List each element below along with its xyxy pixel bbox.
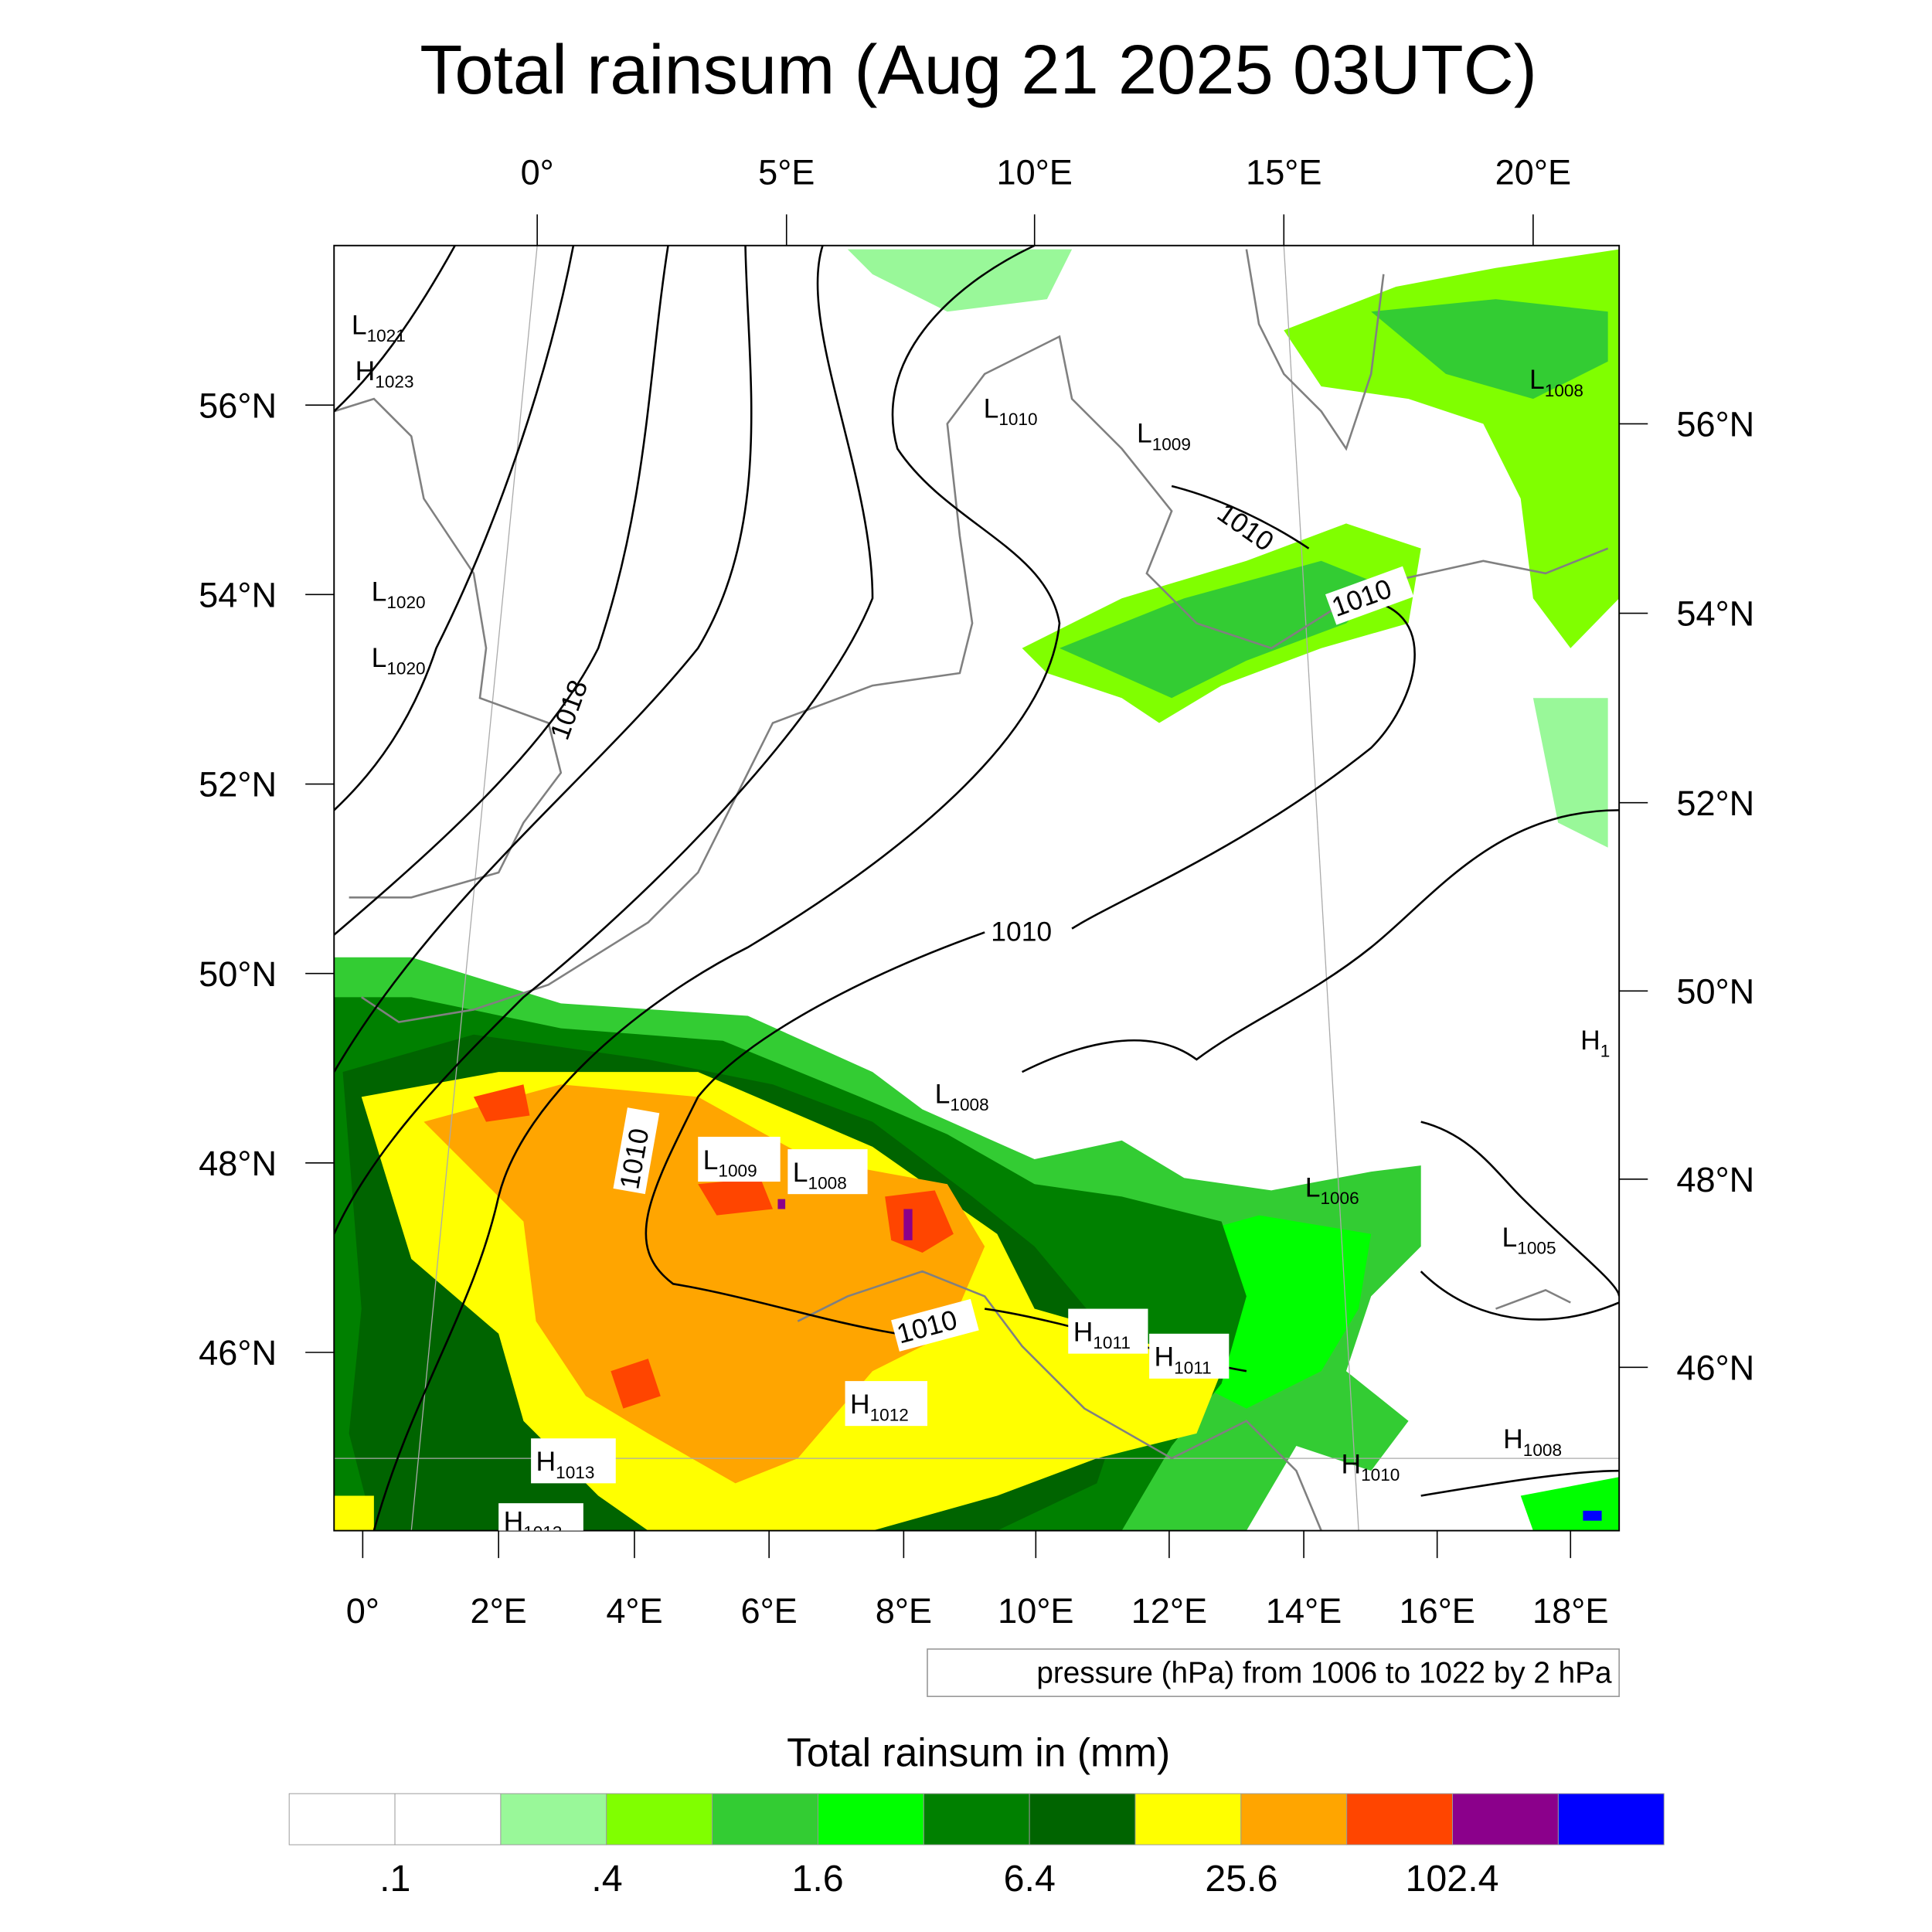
colorbar-label: 1.6 xyxy=(791,1858,843,1900)
pressure-center: L1020 xyxy=(372,576,426,612)
pressure-center: L1021 xyxy=(352,309,406,345)
bottom-lon-tick: 18°E xyxy=(1532,1591,1608,1631)
isobars xyxy=(334,245,1620,1531)
pressure-center: H1010 xyxy=(1341,1448,1400,1485)
colorbar-label: .4 xyxy=(591,1858,622,1900)
colorbar-box xyxy=(394,1793,502,1845)
colorbar-label: 102.4 xyxy=(1406,1858,1499,1900)
pressure-center: L1010 xyxy=(984,393,1038,429)
pressure-centers: L1021 H1023 L1020 L1020 L1010 L1009 L100… xyxy=(352,309,1611,1543)
bottom-lon-tick: 12°E xyxy=(1131,1591,1207,1631)
top-lon-tick: 15°E xyxy=(1246,153,1321,192)
colorbar-label: 6.4 xyxy=(1004,1858,1056,1900)
colorbar-box xyxy=(712,1793,818,1845)
pressure-center: L1006 xyxy=(1305,1172,1359,1208)
top-lon-tick: 0° xyxy=(521,153,554,192)
contour-label: 1010 xyxy=(991,917,1052,947)
pressure-center: H1013 xyxy=(536,1446,595,1482)
bottom-lon-tick: 16°E xyxy=(1399,1591,1475,1631)
left-lat-tick: 54°N xyxy=(199,575,277,614)
left-lat-tick: 46°N xyxy=(199,1333,277,1372)
map-frame xyxy=(333,244,1621,1532)
left-lat-tick: 52°N xyxy=(199,765,277,804)
colorbar-box xyxy=(288,1793,396,1845)
left-lat-tick: 50°N xyxy=(199,954,277,994)
pressure-center: L1009 xyxy=(1137,418,1191,454)
pressure-center: H1023 xyxy=(355,355,414,392)
pressure-center: L1020 xyxy=(372,642,426,679)
rain-ne-corner-inner xyxy=(1371,299,1608,400)
colorbar-label: 25.6 xyxy=(1205,1858,1277,1900)
bottom-lon-tick: 14°E xyxy=(1266,1591,1342,1631)
bottom-lon-tick: 10°E xyxy=(998,1591,1073,1631)
rain-ne-band-inner xyxy=(1059,560,1384,699)
pressure-center: H1011 xyxy=(1155,1342,1212,1378)
right-lat-axis: 56°N 54°N 52°N 50°N 48°N 46°N xyxy=(1619,405,1754,1387)
map-title: Total rainsum (Aug 21 2025 03UTC) xyxy=(420,31,1537,109)
contour-info: pressure (hPa) from 1006 to 1022 by 2 hP… xyxy=(1036,1656,1612,1689)
left-lat-tick: 48°N xyxy=(199,1144,277,1183)
contour-label: 1010 xyxy=(1212,497,1280,557)
colorbar-box xyxy=(1029,1793,1136,1845)
bottom-lon-tick: 8°E xyxy=(876,1591,932,1631)
pressure-center: H1 xyxy=(1580,1025,1610,1061)
right-lat-tick: 50°N xyxy=(1676,971,1754,1011)
map-panel xyxy=(333,244,1621,1532)
pressure-center: L1008 xyxy=(1529,364,1583,400)
rain-se-green xyxy=(1520,1477,1620,1531)
pressure-center: H1013 xyxy=(504,1506,563,1543)
top-lon-tick: 20°E xyxy=(1495,153,1571,192)
pressure-center: L1008 xyxy=(935,1078,989,1114)
right-lat-tick: 54°N xyxy=(1676,594,1754,634)
pressure-center: H1012 xyxy=(850,1389,909,1425)
right-lat-tick: 52°N xyxy=(1676,784,1754,823)
colorbar-box xyxy=(1240,1793,1348,1845)
pressure-center: H1008 xyxy=(1503,1423,1562,1460)
colorbar-box xyxy=(923,1793,1030,1845)
coastlines xyxy=(334,249,1609,1531)
pressure-center: L1005 xyxy=(1502,1222,1556,1258)
colorbar-box xyxy=(1346,1793,1454,1845)
bottom-lon-tick: 4°E xyxy=(606,1591,662,1631)
colorbar-box xyxy=(500,1793,607,1845)
right-lat-tick: 46°N xyxy=(1676,1348,1754,1387)
rain-sw-yellow xyxy=(334,1495,374,1531)
left-lat-tick: 56°N xyxy=(199,386,277,425)
pressure-center: H1011 xyxy=(1073,1316,1131,1352)
bottom-lon-axis: 0° 2°E 4°E 6°E 8°E 10°E 12°E 14°E 16°E 1… xyxy=(346,1530,1608,1631)
right-lat-tick: 56°N xyxy=(1676,405,1754,444)
bottom-lon-tick: 6°E xyxy=(741,1591,798,1631)
colorbar-box xyxy=(1557,1793,1665,1845)
top-lon-tick: 10°E xyxy=(997,153,1073,192)
bottom-lon-tick: 2°E xyxy=(471,1591,527,1631)
pressure-center: L1009 xyxy=(703,1145,757,1181)
rain-se-blue xyxy=(1583,1510,1602,1521)
left-lat-axis: 56°N 54°N 52°N 50°N 48°N 46°N xyxy=(199,386,335,1372)
top-lon-tick: 5°E xyxy=(758,153,815,192)
contour-label: 1018 xyxy=(544,676,594,744)
colorbar-box xyxy=(817,1793,924,1845)
pressure-center: L1008 xyxy=(793,1157,847,1193)
right-lat-tick: 48°N xyxy=(1676,1160,1754,1199)
colorbar-label: .1 xyxy=(379,1858,410,1900)
colorbar-box xyxy=(606,1793,713,1845)
colorbar-box xyxy=(1134,1793,1242,1845)
bottom-lon-tick: 0° xyxy=(346,1591,379,1631)
top-lon-axis: 0° 5°E 10°E 15°E 20°E xyxy=(521,153,1571,246)
legend-title: Total rainsum in (mm) xyxy=(787,1730,1170,1774)
colorbar-box xyxy=(1452,1793,1559,1845)
contour-info-box xyxy=(927,1648,1620,1697)
colorbar xyxy=(288,1793,1665,1845)
